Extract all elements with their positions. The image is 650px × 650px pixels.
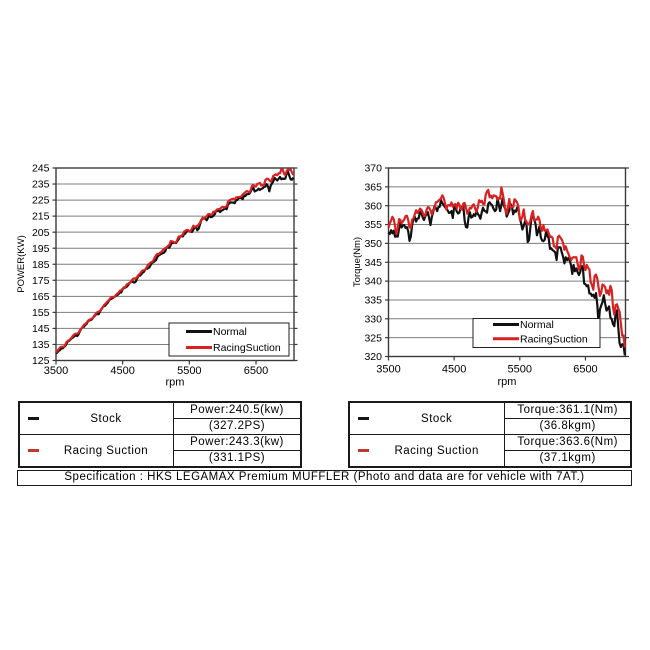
svg-text:205: 205 [32, 227, 50, 239]
svg-text:135: 135 [32, 339, 50, 351]
svg-text:125: 125 [32, 355, 50, 367]
svg-text:rpm: rpm [166, 377, 185, 389]
svg-text:5500: 5500 [177, 365, 201, 377]
svg-text:6500: 6500 [244, 365, 268, 377]
svg-text:345: 345 [364, 257, 382, 269]
svg-text:225: 225 [32, 195, 50, 207]
svg-text:155: 155 [32, 307, 50, 319]
svg-text:3500: 3500 [376, 364, 400, 376]
svg-text:325: 325 [364, 332, 382, 344]
svg-text:195: 195 [32, 243, 50, 255]
svg-text:330: 330 [364, 313, 382, 325]
svg-text:360: 360 [364, 200, 382, 212]
svg-text:175: 175 [32, 275, 50, 287]
svg-text:365: 365 [364, 181, 382, 193]
svg-text:215: 215 [32, 211, 50, 223]
svg-text:RacingSuction: RacingSuction [520, 334, 588, 346]
svg-text:335: 335 [364, 295, 382, 307]
svg-text:4500: 4500 [110, 365, 134, 377]
svg-text:3500: 3500 [44, 365, 68, 377]
svg-text:RacingSuction: RacingSuction [213, 342, 281, 354]
svg-text:165: 165 [32, 291, 50, 303]
svg-text:POWER(KW): POWER(KW) [16, 235, 27, 293]
svg-text:Normal: Normal [520, 319, 554, 331]
svg-text:340: 340 [364, 276, 382, 288]
svg-text:185: 185 [32, 259, 50, 271]
svg-text:245: 245 [32, 163, 50, 175]
svg-text:320: 320 [364, 351, 382, 363]
svg-text:4500: 4500 [442, 364, 466, 376]
svg-text:145: 145 [32, 323, 50, 335]
svg-text:Torque(Nm): Torque(Nm) [352, 237, 363, 287]
svg-text:370: 370 [364, 163, 382, 175]
svg-text:5500: 5500 [508, 364, 532, 376]
svg-text:350: 350 [364, 238, 382, 250]
svg-text:Normal: Normal [213, 326, 247, 338]
svg-text:6500: 6500 [573, 364, 597, 376]
svg-text:355: 355 [364, 219, 382, 231]
svg-text:rpm: rpm [498, 376, 517, 388]
svg-text:235: 235 [32, 179, 50, 191]
